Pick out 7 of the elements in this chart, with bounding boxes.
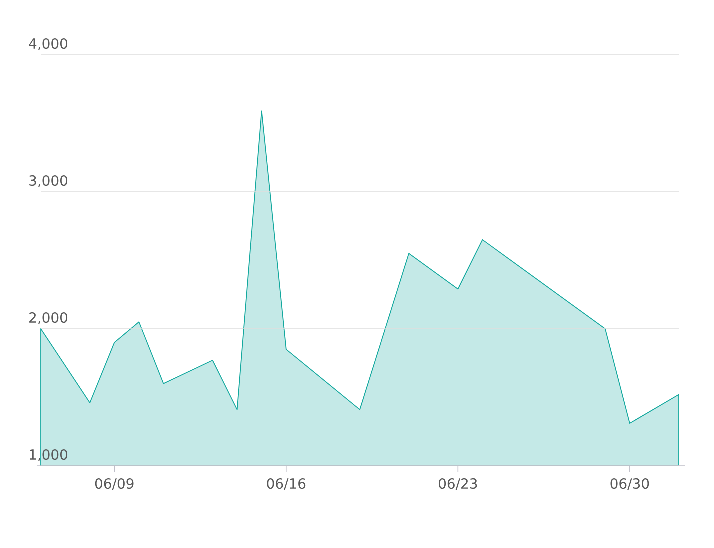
- x-tick-label: 06/16: [267, 478, 306, 490]
- y-tick-label: 2,000: [30, 312, 68, 324]
- y-tick-label: 4,000: [29, 38, 68, 50]
- x-tick-label: 06/23: [438, 478, 478, 490]
- x-tick-label: 06/09: [95, 478, 134, 490]
- y-tick-label: 3,000: [30, 175, 68, 188]
- x-tick-label: 06/30: [610, 478, 650, 490]
